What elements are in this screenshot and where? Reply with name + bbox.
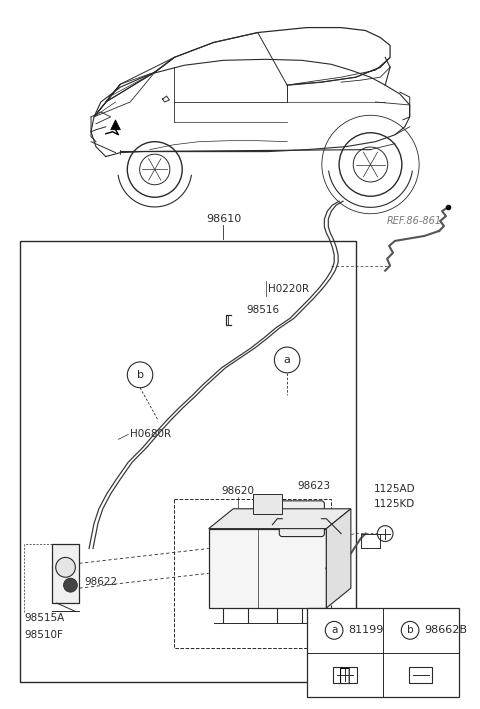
Text: a: a xyxy=(284,355,290,365)
Text: 🔩: 🔩 xyxy=(339,666,350,684)
Text: 98515A: 98515A xyxy=(24,613,65,623)
Text: 98510F: 98510F xyxy=(24,630,63,640)
Text: 81199: 81199 xyxy=(348,625,383,635)
Text: H0680R: H0680R xyxy=(130,430,171,440)
Text: H0220R: H0220R xyxy=(267,284,309,294)
Text: 1125AD: 1125AD xyxy=(373,484,415,494)
Polygon shape xyxy=(326,509,351,608)
Circle shape xyxy=(56,557,75,577)
Circle shape xyxy=(401,621,419,640)
Circle shape xyxy=(127,362,153,388)
Text: 98516: 98516 xyxy=(246,306,279,316)
Text: 98662B: 98662B xyxy=(424,625,467,635)
Text: a: a xyxy=(331,625,337,635)
Bar xyxy=(307,608,459,697)
Bar xyxy=(209,529,326,608)
Text: 98623: 98623 xyxy=(297,481,330,491)
Bar xyxy=(52,544,79,603)
Circle shape xyxy=(63,579,77,592)
Polygon shape xyxy=(209,509,351,529)
Text: 98610: 98610 xyxy=(206,214,241,224)
Text: b: b xyxy=(136,370,144,380)
Bar xyxy=(174,499,331,648)
Text: 98620: 98620 xyxy=(222,486,254,496)
Text: 1125KD: 1125KD xyxy=(373,499,415,509)
Polygon shape xyxy=(110,120,120,130)
Text: b: b xyxy=(407,625,413,635)
Bar xyxy=(253,494,282,514)
Text: 98622: 98622 xyxy=(84,577,117,587)
Bar xyxy=(21,241,356,682)
Circle shape xyxy=(275,347,300,373)
Text: REF.86-861: REF.86-861 xyxy=(387,216,442,226)
Circle shape xyxy=(377,525,393,542)
Circle shape xyxy=(325,621,343,640)
FancyBboxPatch shape xyxy=(279,501,324,537)
